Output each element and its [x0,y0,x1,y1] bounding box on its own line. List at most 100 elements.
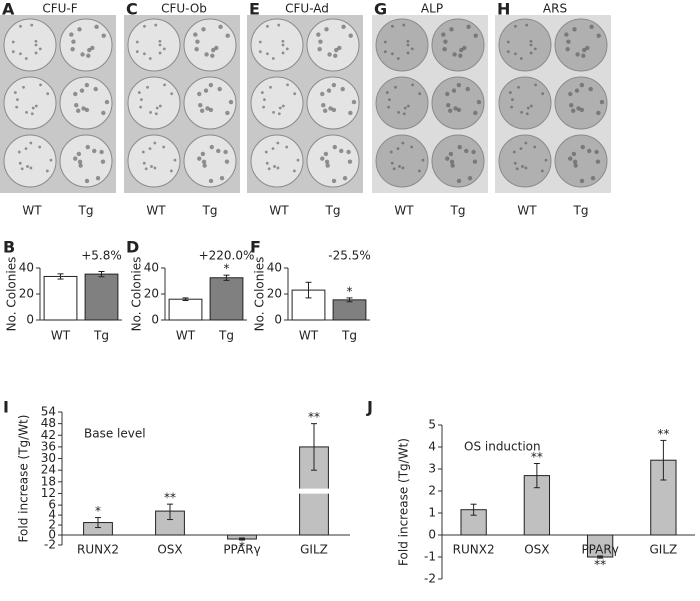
colony [388,98,391,102]
y-tick-label: 5 [428,418,436,432]
y-axis-label: Fold increase (Tg/Wt) [17,415,31,543]
significance: ** [657,427,669,441]
colony [281,43,285,47]
colony [541,92,545,96]
colony [173,158,177,162]
colony [135,50,139,54]
colony [265,161,269,165]
colony [467,176,473,181]
colony [544,158,548,162]
colony [219,176,225,181]
well [375,18,429,72]
y-tick-label: -2 [44,538,56,552]
colony [340,86,345,92]
y-tick-label: -1 [424,550,436,564]
significance: ** [308,410,320,424]
well [375,134,429,188]
annotation: +220.0% [199,249,255,263]
colony [262,105,266,109]
well [306,18,360,72]
colony [209,144,214,150]
panel-letter: J [366,398,373,417]
colony [90,45,95,51]
photo-label: Tg [202,204,218,218]
colony [93,86,98,92]
colony [402,23,406,27]
colony [459,47,464,53]
colony [572,159,578,165]
x-tick-label: GILZ [300,543,328,557]
colony [204,52,209,57]
colony [49,158,53,162]
colony [342,176,348,181]
colony [39,83,42,87]
colony [292,169,296,173]
colony [199,108,205,113]
colony [387,105,391,109]
colony [445,91,450,97]
colony [568,156,573,161]
colony [276,166,280,170]
annotation: -25.5% [328,249,370,263]
colony [197,156,202,161]
panel-letter: A [2,0,15,19]
colony [391,52,394,56]
colony [153,141,157,145]
colony [328,106,333,111]
colony [464,148,469,154]
colony [450,163,455,168]
colony [410,145,414,149]
colony [203,88,209,93]
colony [84,82,90,88]
x-tick-label: OSX [524,543,549,557]
colony [529,51,533,55]
panel-title: CFU-Ad [285,2,329,16]
y-tick-label: 20 [267,287,282,301]
colony [458,53,463,58]
well [498,134,552,188]
significance: * [239,540,245,554]
colony [29,141,33,145]
colony [398,165,401,168]
photo-label: WT [517,204,537,218]
colony [339,148,344,154]
colony [318,39,323,44]
colony [135,40,139,44]
colony [269,85,272,89]
y-tick-label: 42 [41,428,56,442]
x-tick-label: GILZ [650,543,678,557]
colony [46,92,50,96]
colony [579,82,585,88]
colony [327,52,332,57]
colony [71,39,76,44]
colony [520,110,523,114]
colony [519,147,523,151]
colony [34,104,38,108]
colony [170,92,174,96]
colony [216,148,221,154]
colony [158,51,162,55]
y-tick-label: 54 [41,405,56,419]
colony [153,166,157,170]
well [554,134,608,188]
colony [92,148,97,154]
colony [524,166,528,170]
colony [462,45,467,51]
colony [466,24,471,30]
colony [410,47,414,51]
colony [30,112,34,116]
colony [569,102,574,108]
colony [348,110,353,116]
colony [514,24,517,28]
colony [511,98,514,102]
colony [281,39,285,43]
well [306,76,360,130]
colony [70,46,75,52]
photo-label: Tg [450,204,466,218]
well [127,76,181,130]
colony [406,39,410,43]
colony [320,91,325,97]
colony [396,57,400,60]
colony [441,32,446,37]
